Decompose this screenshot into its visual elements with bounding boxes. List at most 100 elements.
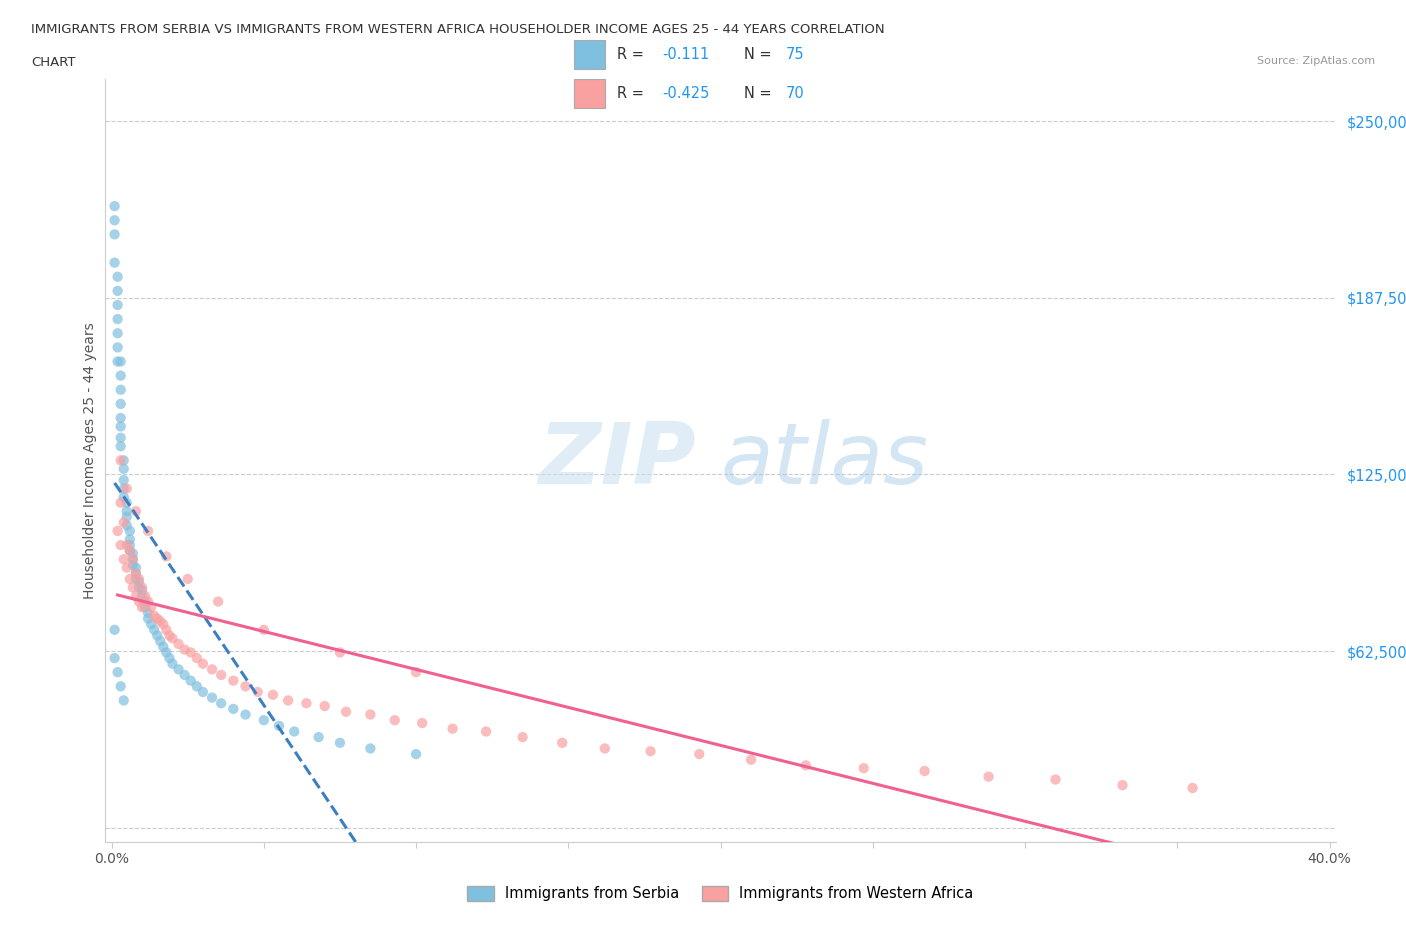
Point: [139, 617, 162, 631]
Point: [121, 551, 143, 566]
Point: [112, 489, 135, 504]
Point: [155, 645, 177, 660]
Text: Source: ZipAtlas.com: Source: ZipAtlas.com: [1257, 56, 1375, 66]
Point: [201, 662, 224, 677]
Point: [110, 382, 132, 397]
Point: [136, 524, 159, 538]
Point: [209, 696, 232, 711]
Point: [134, 589, 156, 604]
Point: [359, 707, 381, 722]
Point: [134, 600, 156, 615]
Point: [125, 560, 148, 575]
Point: [314, 698, 336, 713]
Point: [115, 518, 138, 533]
Text: R =: R =: [617, 86, 644, 100]
Point: [131, 600, 153, 615]
Point: [107, 326, 129, 340]
Point: [115, 560, 138, 575]
Text: -0.425: -0.425: [662, 86, 710, 100]
Point: [136, 605, 159, 620]
Point: [136, 594, 159, 609]
Text: 70: 70: [786, 86, 804, 100]
Point: [103, 199, 125, 214]
Point: [112, 693, 135, 708]
Point: [277, 693, 299, 708]
Text: N =: N =: [744, 86, 772, 100]
Point: [118, 538, 141, 552]
Point: [110, 410, 132, 425]
Point: [411, 715, 433, 730]
Legend: Immigrants from Serbia, Immigrants from Western Africa: Immigrants from Serbia, Immigrants from …: [461, 880, 980, 907]
Point: [118, 532, 141, 547]
Point: [207, 594, 229, 609]
Point: [405, 665, 427, 680]
Point: [1181, 780, 1204, 795]
Point: [262, 687, 284, 702]
Text: CHART: CHART: [31, 56, 76, 69]
FancyBboxPatch shape: [575, 79, 605, 108]
Point: [107, 312, 129, 326]
Point: [107, 524, 129, 538]
Point: [222, 701, 245, 716]
Point: [121, 551, 143, 566]
Point: [118, 572, 141, 587]
Point: [176, 572, 198, 587]
Point: [112, 453, 135, 468]
Point: [475, 724, 498, 739]
Point: [1111, 777, 1133, 792]
Point: [128, 572, 150, 587]
Point: [155, 549, 177, 564]
Point: [131, 589, 153, 604]
Point: [110, 419, 132, 434]
Point: [852, 761, 875, 776]
Point: [143, 608, 166, 623]
Point: [112, 472, 135, 487]
Point: [125, 565, 148, 580]
Point: [118, 524, 141, 538]
Point: [152, 639, 174, 654]
Point: [551, 736, 574, 751]
Point: [593, 741, 616, 756]
Point: [640, 744, 662, 759]
Point: [112, 481, 135, 496]
Point: [103, 622, 125, 637]
Point: [125, 504, 148, 519]
Point: [112, 461, 135, 476]
Point: [149, 633, 172, 648]
Point: [110, 368, 132, 383]
Point: [128, 594, 150, 609]
Point: [201, 690, 224, 705]
Text: ZIP: ZIP: [538, 418, 696, 502]
Point: [110, 396, 132, 411]
Text: IMMIGRANTS FROM SERBIA VS IMMIGRANTS FROM WESTERN AFRICA HOUSEHOLDER INCOME AGES: IMMIGRANTS FROM SERBIA VS IMMIGRANTS FRO…: [31, 23, 884, 36]
Point: [134, 594, 156, 609]
Point: [112, 551, 135, 566]
Point: [110, 431, 132, 445]
Point: [115, 504, 138, 519]
Point: [512, 730, 534, 745]
Point: [139, 600, 162, 615]
Point: [107, 270, 129, 285]
Text: N =: N =: [744, 47, 772, 62]
Y-axis label: Householder Income Ages 25 - 44 years: Householder Income Ages 25 - 44 years: [83, 322, 97, 599]
Point: [1045, 772, 1067, 787]
FancyBboxPatch shape: [575, 40, 605, 70]
Point: [246, 684, 269, 699]
Text: R =: R =: [617, 47, 644, 62]
Point: [112, 515, 135, 530]
Point: [146, 628, 169, 643]
Text: atlas: atlas: [721, 418, 928, 502]
Point: [191, 684, 214, 699]
Point: [186, 651, 208, 666]
Point: [125, 589, 148, 604]
Point: [308, 730, 330, 745]
Point: [152, 617, 174, 631]
Point: [131, 580, 153, 595]
Point: [914, 764, 936, 778]
Point: [157, 628, 180, 643]
Point: [740, 752, 762, 767]
Point: [110, 538, 132, 552]
Point: [118, 543, 141, 558]
Point: [125, 572, 148, 587]
Point: [107, 354, 129, 369]
